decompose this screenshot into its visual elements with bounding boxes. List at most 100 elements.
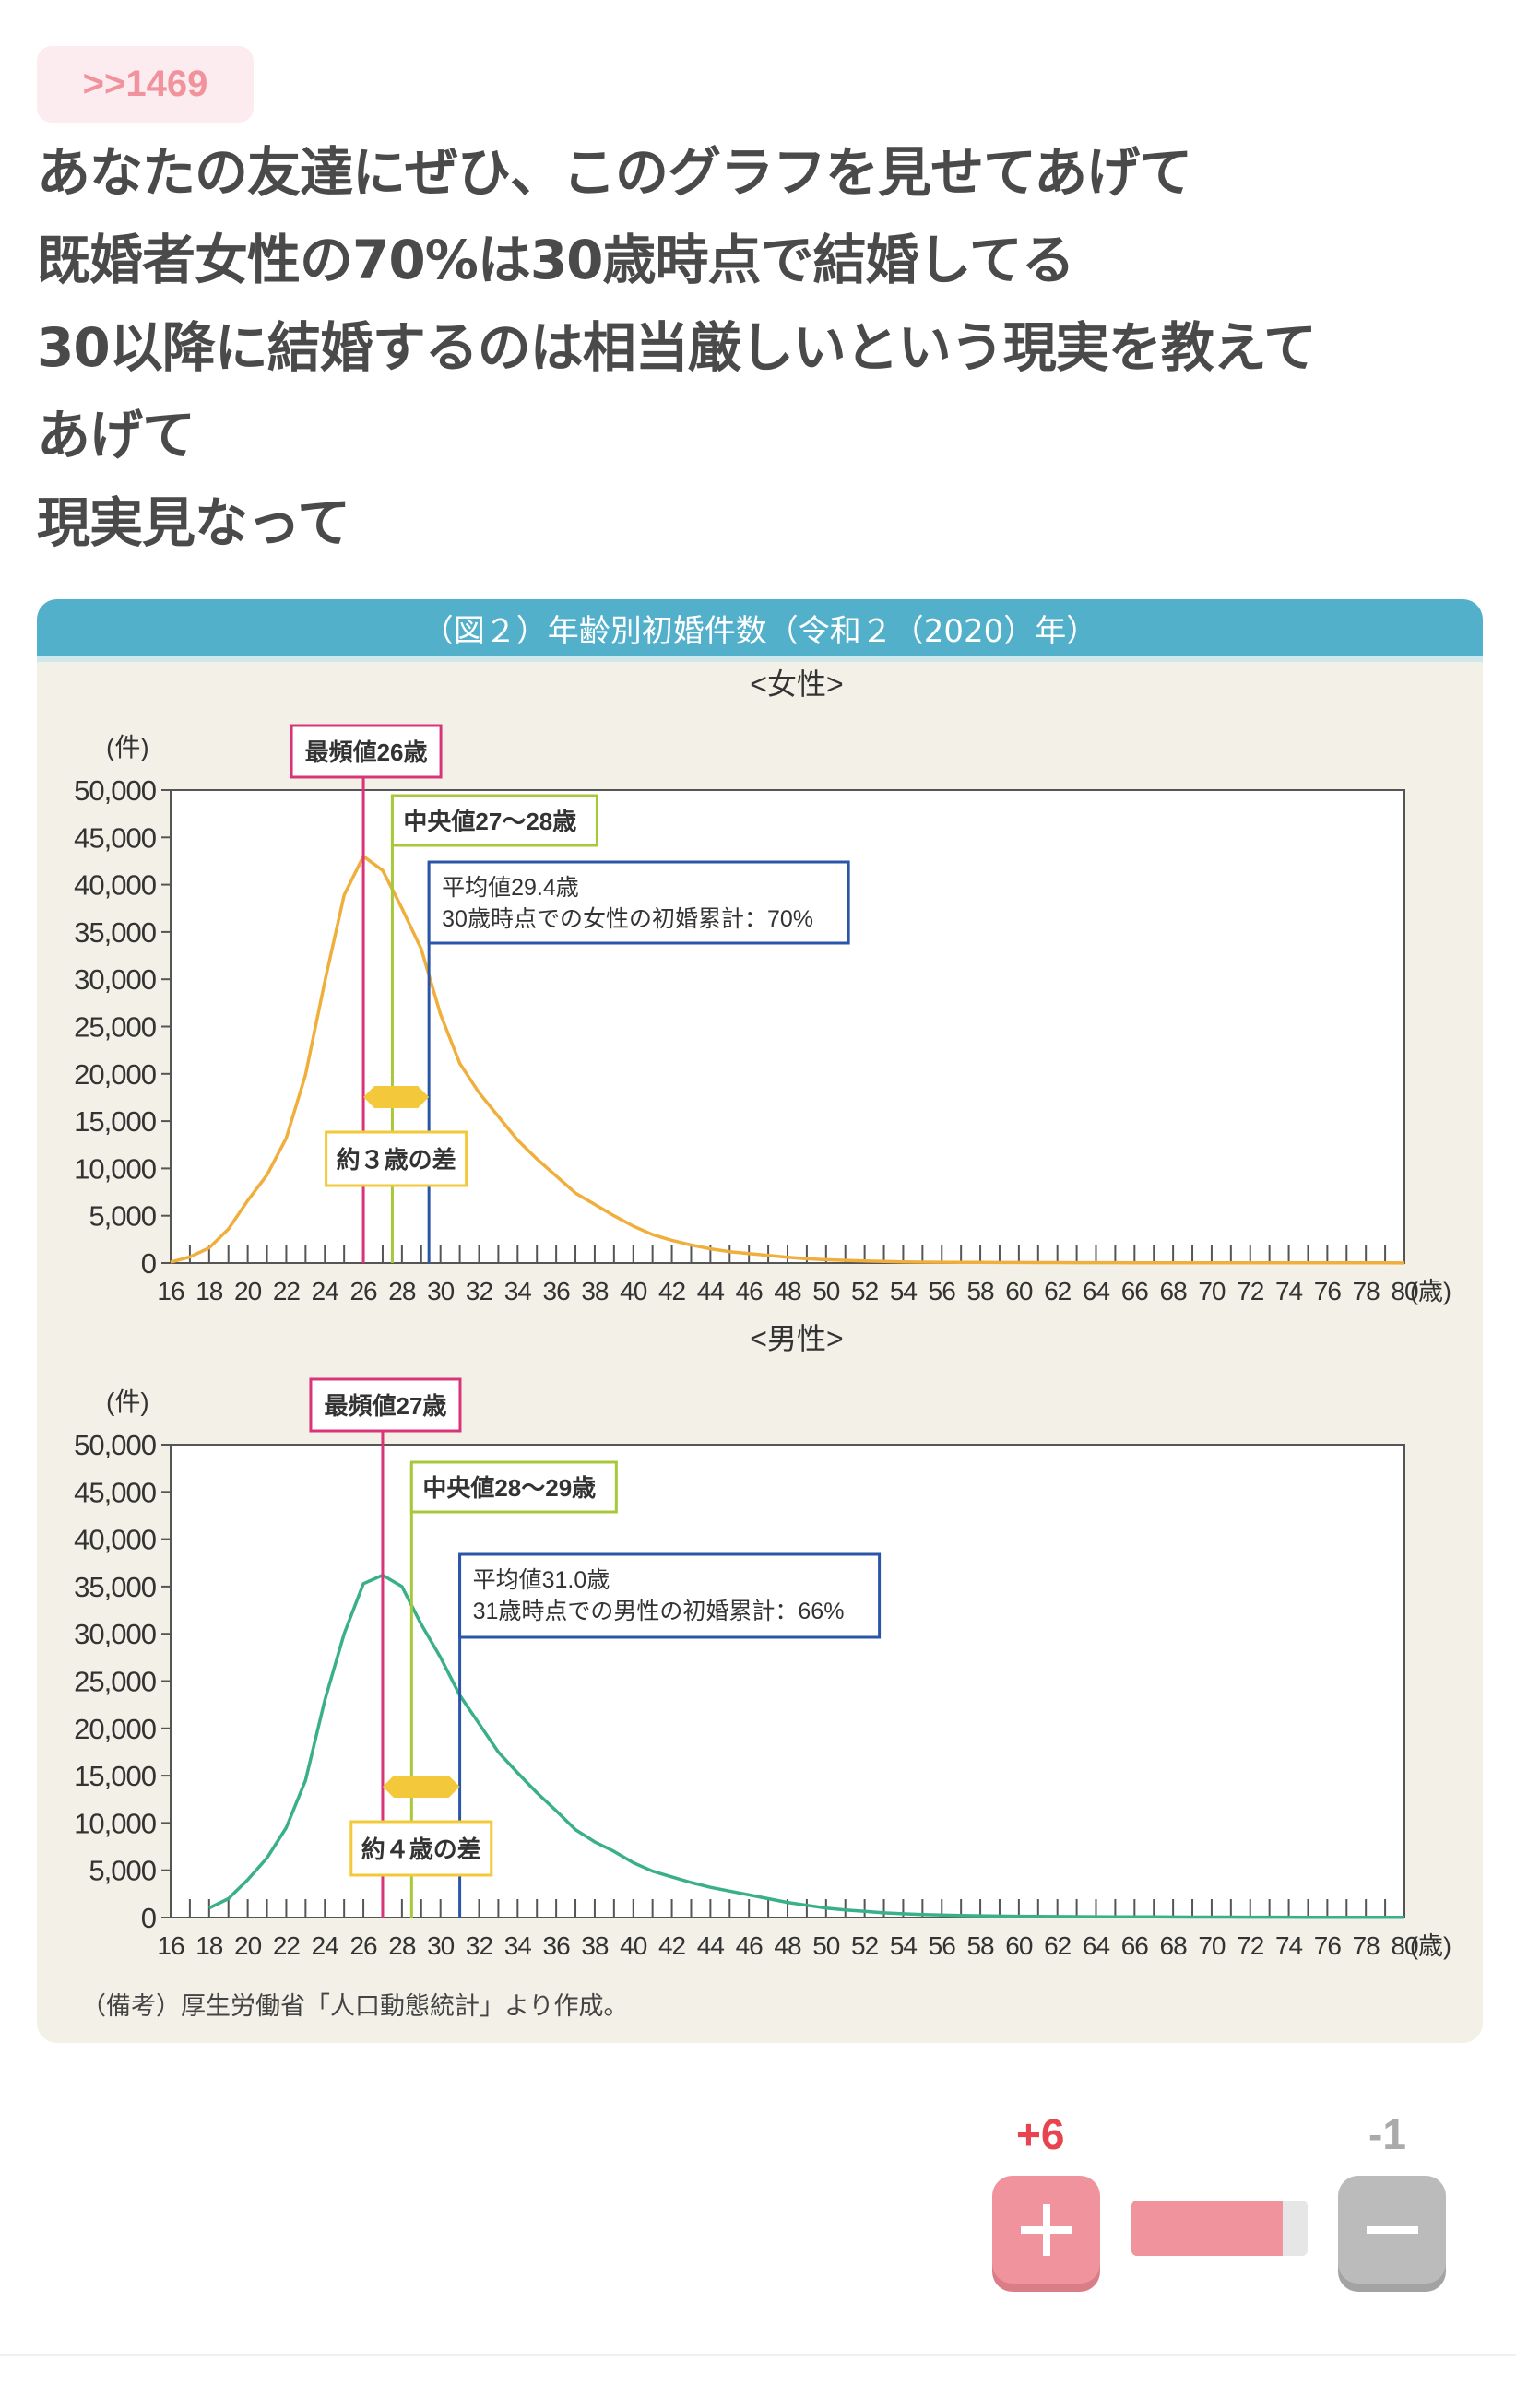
x-tick-label: 62 — [1044, 1277, 1072, 1305]
x-tick-label: 40 — [620, 1931, 647, 1960]
x-tick-label: 54 — [890, 1931, 918, 1960]
x-tick-label: 30 — [427, 1931, 455, 1960]
x-tick-label: 34 — [504, 1277, 532, 1305]
post-line: あげて — [37, 404, 195, 466]
mean-label: 平均値29.4歳 — [442, 875, 579, 901]
y-tick-label: 45,000 — [74, 1476, 157, 1508]
x-tick-label: 80 — [1391, 1931, 1418, 1960]
x-tick-label: 62 — [1044, 1931, 1072, 1960]
plus-icon — [1020, 2203, 1072, 2256]
x-tick-label: 28 — [388, 1277, 416, 1305]
reply-anchor-link[interactable]: >>1469 — [37, 46, 254, 123]
mean-label-box — [458, 1552, 882, 1639]
x-tick-label: 28 — [388, 1931, 416, 1960]
vote-ratio-fill — [1131, 2201, 1283, 2256]
y-tick-label: 5,000 — [89, 1200, 156, 1233]
y-tick-label: 15,000 — [74, 1760, 157, 1792]
y-tick-label: 20,000 — [74, 1713, 157, 1745]
x-tick-label: 68 — [1160, 1931, 1188, 1960]
post-line: あなたの友達にぜひ、このグラフを見せてあげて — [37, 141, 1192, 204]
x-tick-label: 74 — [1275, 1931, 1303, 1960]
x-axis-unit: (歳) — [1410, 1278, 1451, 1305]
x-tick-label: 56 — [929, 1931, 956, 1960]
y-tick-label: 20,000 — [74, 1058, 157, 1091]
x-tick-label: 52 — [851, 1277, 879, 1305]
x-tick-label: 18 — [195, 1277, 223, 1305]
figure-image: <女性> (件) 0 5,000 10,000 15,000 20,000 25,000 30,… — [37, 599, 1483, 2043]
post-line: 30以降に結婚するのは相当厳しいという現実を教えて — [37, 316, 1317, 379]
mode-label-box — [309, 1377, 462, 1433]
x-tick-label: 20 — [234, 1931, 262, 1960]
y-tick-label: 35,000 — [74, 1571, 157, 1603]
x-tick-label: 70 — [1198, 1931, 1226, 1960]
x-tick-label: 60 — [1005, 1931, 1033, 1960]
y-tick-label: 10,000 — [74, 1152, 157, 1185]
mean-sublabel: 31歳時点での男性の初婚累計：66% — [473, 1599, 845, 1624]
x-tick-label: 16 — [157, 1277, 184, 1305]
x-tick-label: 24 — [312, 1931, 339, 1960]
y-tick-label: 50,000 — [74, 1429, 157, 1461]
y-tick-label: 0 — [141, 1902, 157, 1934]
y-tick-label: 50,000 — [74, 774, 157, 807]
y-tick-label: 15,000 — [74, 1105, 157, 1138]
x-tick-label: 50 — [812, 1931, 840, 1960]
y-axis-unit: (件) — [106, 733, 149, 761]
x-tick-label: 58 — [966, 1277, 994, 1305]
x-tick-label: 66 — [1121, 1277, 1149, 1305]
x-tick-label: 78 — [1353, 1277, 1380, 1305]
x-tick-label: 30 — [427, 1277, 455, 1305]
x-tick-label: 26 — [349, 1277, 377, 1305]
y-tick-label: 30,000 — [74, 963, 157, 996]
x-tick-label: 34 — [504, 1931, 532, 1960]
x-tick-label: 22 — [273, 1277, 301, 1305]
mean-label-box — [427, 860, 850, 945]
series-line — [170, 855, 1405, 1265]
mode-label-box — [290, 724, 443, 779]
x-tick-label: 60 — [1005, 1277, 1033, 1305]
post-body: あなたの友達にぜひ、このグラフを見せてあげて 既婚者女性の70%は30歳時点で結… — [37, 129, 1494, 567]
gap-label: 約４歳の差 — [361, 1836, 481, 1863]
median-label-box — [390, 794, 598, 847]
x-tick-label: 36 — [543, 1931, 571, 1960]
x-tick-label: 22 — [273, 1931, 301, 1960]
x-tick-label: 42 — [658, 1931, 686, 1960]
y-tick-label: 25,000 — [74, 1011, 157, 1044]
x-tick-label: 44 — [697, 1931, 725, 1960]
x-tick-label: 74 — [1275, 1277, 1303, 1305]
x-tick-label: 18 — [195, 1931, 223, 1960]
y-axis-unit: (件) — [106, 1387, 149, 1416]
x-tick-label: 48 — [774, 1931, 801, 1960]
upvote-button[interactable] — [992, 2176, 1100, 2284]
marriage-age-chart: <女性> (件) 0 5,000 10,000 15,000 20,000 25,000 30,… — [74, 667, 1451, 2020]
panel-title: <男性> — [750, 1322, 843, 1355]
x-tick-label: 70 — [1198, 1277, 1226, 1305]
post-line: 現実見なって — [37, 491, 350, 554]
median-label-box — [409, 1460, 618, 1514]
x-tick-label: 72 — [1237, 1277, 1264, 1305]
figure-note: （備考）厚生労働省「人口動態統計」より作成。 — [81, 1992, 628, 2020]
x-tick-label: 64 — [1083, 1931, 1110, 1960]
x-tick-label: 76 — [1314, 1931, 1342, 1960]
x-tick-label: 40 — [620, 1277, 647, 1305]
y-tick-label: 45,000 — [74, 821, 157, 854]
y-tick-label: 25,000 — [74, 1666, 157, 1698]
downvote-button[interactable] — [1338, 2176, 1446, 2284]
x-tick-label: 32 — [466, 1931, 493, 1960]
gap-arrow — [363, 1086, 430, 1108]
x-tick-label: 46 — [736, 1931, 764, 1960]
post-line: 既婚者女性の70%は30歳時点で結婚してる — [37, 229, 1075, 291]
x-tick-label: 26 — [349, 1931, 377, 1960]
x-tick-label: 44 — [697, 1277, 725, 1305]
series-line — [208, 1573, 1404, 1919]
y-tick-label: 40,000 — [74, 869, 157, 902]
x-tick-label: 36 — [543, 1277, 571, 1305]
y-tick-label: 0 — [141, 1247, 157, 1280]
x-tick-label: 56 — [929, 1277, 956, 1305]
mode-label: 最頻値27歳 — [325, 1392, 447, 1420]
x-tick-label: 32 — [466, 1277, 493, 1305]
y-tick-label: 35,000 — [74, 916, 157, 949]
x-tick-label: 38 — [581, 1277, 609, 1305]
y-tick-label: 40,000 — [74, 1524, 157, 1556]
x-tick-label: 50 — [812, 1277, 840, 1305]
x-tick-label: 48 — [774, 1277, 801, 1305]
